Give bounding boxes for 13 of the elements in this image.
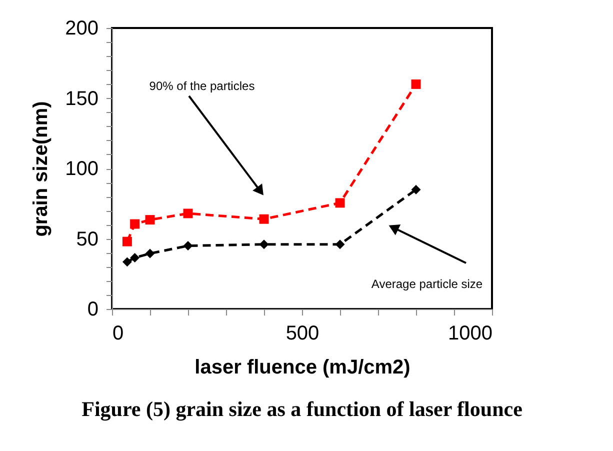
y-tick-label: 100 [65,158,98,180]
y-tick-label: 50 [76,228,98,250]
annotation: 90% of the particles [149,79,255,93]
x-tick-label: 500 [286,322,320,344]
y-tick-label: 200 [65,18,98,40]
y-tick-label: 150 [65,88,98,110]
x-tick-label: 1000 [448,322,492,344]
text: Figure (5) grain size as a function of laser flounce [82,397,522,421]
x-tick-label: 0 [112,322,124,344]
annotation: Average particle size [371,277,483,291]
y-tick-label: 0 [87,298,98,320]
y-axis-title: grain size(nm) [30,101,52,237]
x-axis-title: laser fluence (mJ/cm2) [194,356,410,378]
